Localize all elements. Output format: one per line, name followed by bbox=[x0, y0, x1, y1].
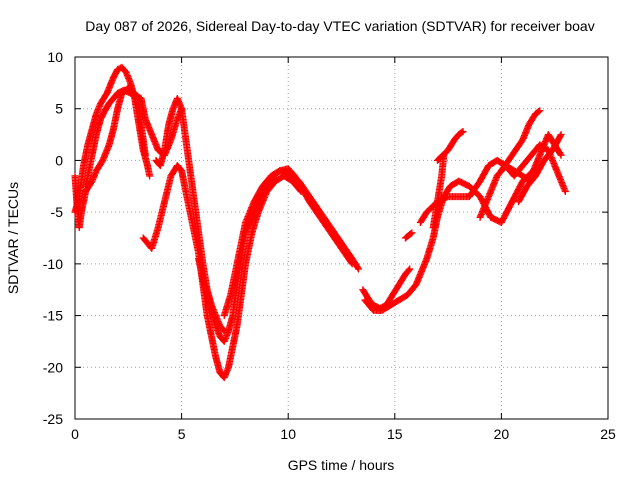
data-point-fill bbox=[407, 230, 415, 238]
data-points bbox=[71, 63, 569, 382]
series-arc-14 bbox=[497, 107, 544, 175]
y-tick-label: -25 bbox=[43, 411, 63, 427]
chart-title: Day 087 of 2026, Sidereal Day-to-day VTE… bbox=[85, 18, 594, 34]
data-point-fill bbox=[405, 266, 413, 274]
x-tick-label: 10 bbox=[280, 426, 296, 442]
y-tick-label: -10 bbox=[43, 256, 63, 272]
data-point bbox=[459, 127, 467, 135]
series-arc-10 bbox=[401, 229, 416, 242]
series-arc-2 bbox=[71, 63, 154, 216]
x-tick-label: 20 bbox=[494, 426, 510, 442]
series-arc-15 bbox=[514, 131, 565, 206]
x-tick-label: 0 bbox=[71, 426, 79, 442]
data-point-fill bbox=[535, 108, 543, 116]
data-point-fill bbox=[458, 128, 466, 136]
data-point-fill bbox=[354, 264, 362, 272]
y-tick-label: -20 bbox=[43, 359, 63, 375]
data-point bbox=[536, 107, 544, 115]
data-point-fill bbox=[556, 132, 564, 140]
y-tick-label: -5 bbox=[51, 204, 64, 220]
y-tick-label: 10 bbox=[47, 49, 63, 65]
y-tick-label: 5 bbox=[55, 101, 63, 117]
data-point-fill bbox=[556, 150, 564, 158]
y-axis-label: SDTVAR / TECUs bbox=[5, 182, 21, 294]
data-point bbox=[561, 187, 569, 195]
axis-ticks: 0 5 10 15 20 25 -25 -20 -15 -10 -5 0 5 10 bbox=[43, 49, 616, 442]
plot-frame bbox=[74, 56, 609, 420]
series-arc-7 bbox=[220, 167, 363, 320]
series-arc-12 bbox=[429, 127, 467, 232]
series-arc-5 bbox=[139, 162, 305, 382]
y-tick-label: -15 bbox=[43, 308, 63, 324]
y-tick-label: 0 bbox=[55, 152, 63, 168]
x-tick-label: 15 bbox=[387, 426, 403, 442]
data-point bbox=[557, 151, 565, 159]
x-tick-label: 25 bbox=[600, 426, 616, 442]
x-axis-label: GPS time / hours bbox=[288, 457, 395, 473]
x-tick-label: 5 bbox=[178, 426, 186, 442]
data-point bbox=[355, 265, 363, 273]
series-arc-9 bbox=[361, 167, 537, 314]
data-point bbox=[408, 229, 416, 237]
data-point bbox=[406, 265, 414, 273]
data-point bbox=[557, 131, 565, 139]
data-point bbox=[146, 172, 154, 180]
